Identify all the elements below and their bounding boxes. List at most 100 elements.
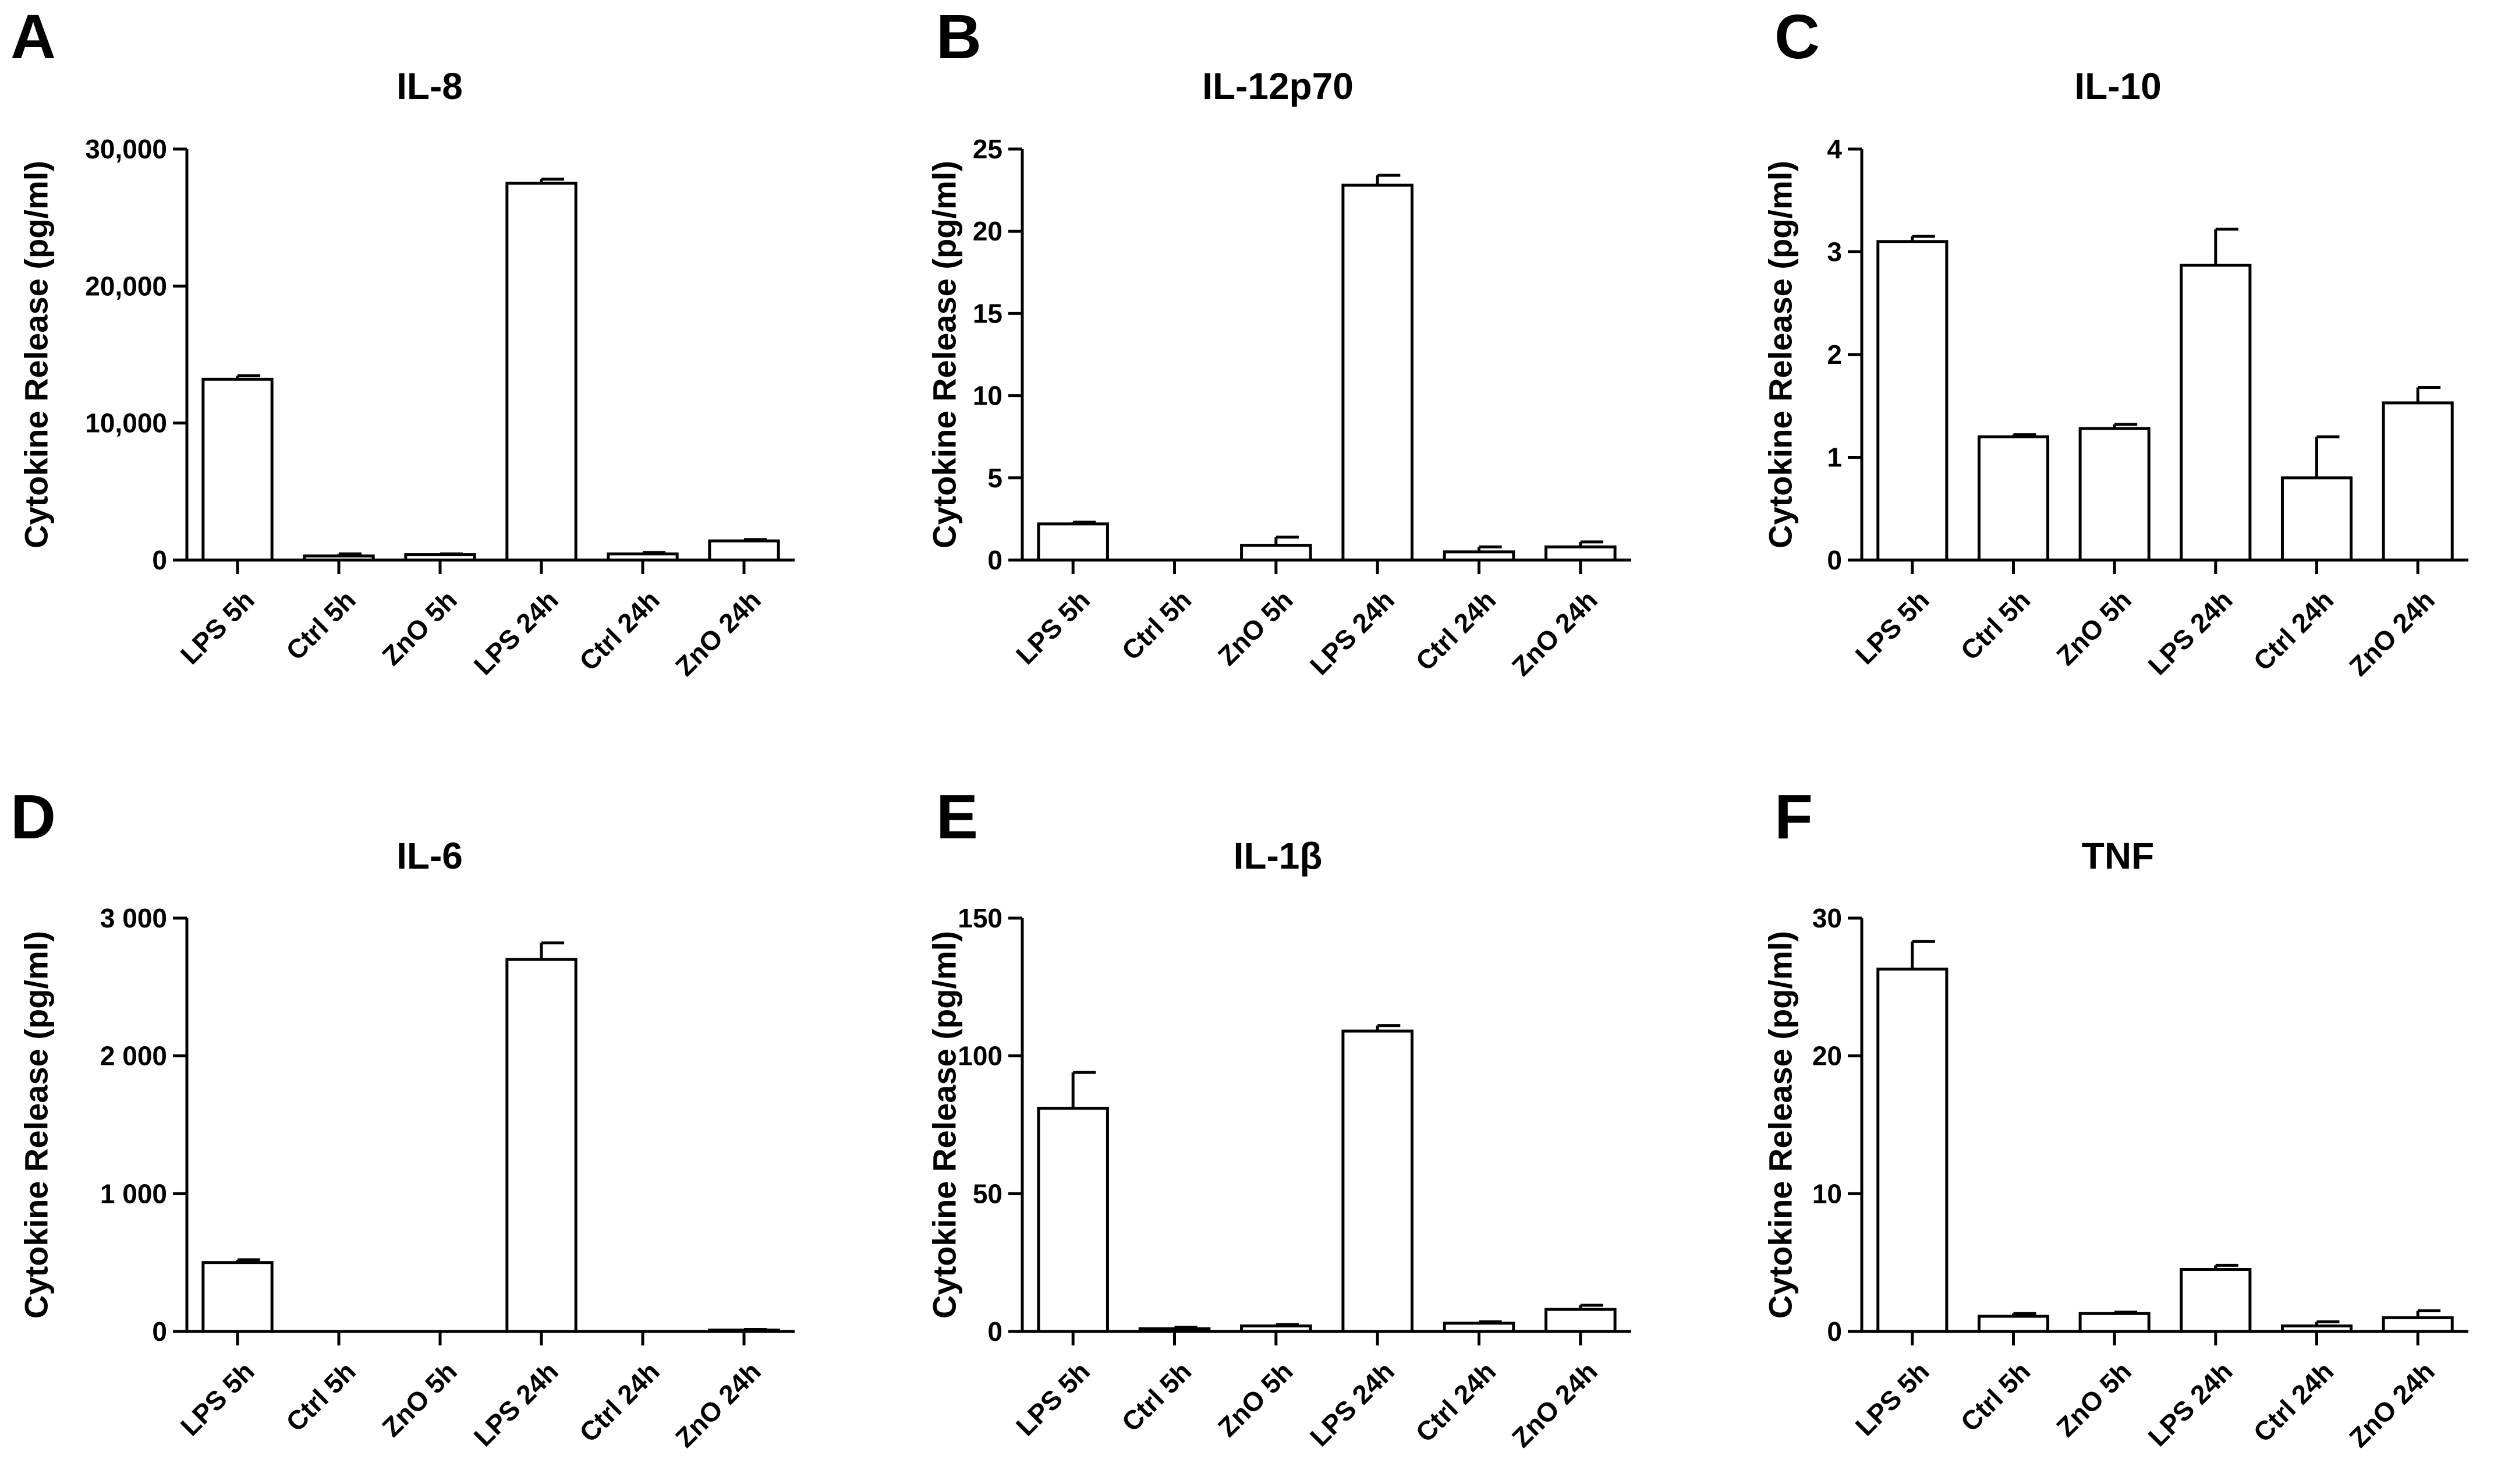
- x-tick-label: LPS 24h: [468, 585, 564, 681]
- x-tick-label: Ctrl 24h: [573, 585, 665, 677]
- x-tick-label: Ctrl 24h: [1409, 585, 1501, 677]
- bar: [1341, 183, 1413, 562]
- panel-letter: B: [936, 1, 982, 72]
- bar: [1240, 544, 1312, 562]
- y-tick-label: 20: [1812, 1041, 1842, 1071]
- chart-panel-e: E IL-1β Cytokine Release (pg/ml) 0 50 100 150 L…: [926, 781, 1631, 1453]
- x-tick-label: LPS 5h: [175, 1356, 260, 1442]
- x-tick-label: LPS 24h: [468, 1356, 564, 1452]
- bar: [2382, 1316, 2454, 1333]
- chart-title: IL-12p70: [1202, 65, 1354, 107]
- y-tick-label: 5: [987, 463, 1002, 493]
- bar: [1240, 1324, 1312, 1333]
- chart-title: IL-6: [396, 835, 463, 877]
- chart-panel-c: C IL-10 Cytokine Release (pg/ml) 0 1 2 3 4 LPS 5…: [1762, 1, 2468, 682]
- x-tick-label: LPS 24h: [2142, 585, 2238, 681]
- y-tick-label: 0: [987, 545, 1002, 575]
- bar: [2382, 401, 2454, 562]
- y-tick-label: 0: [152, 1316, 167, 1347]
- y-tick-label: 3 000: [100, 903, 167, 933]
- y-tick-label: 20: [973, 216, 1002, 246]
- bar: [1037, 522, 1109, 562]
- y-tick-label: 15: [973, 298, 1002, 328]
- x-tick-label: ZnO 5h: [1212, 585, 1299, 671]
- bar: [201, 1261, 274, 1333]
- bar: [2180, 1268, 2252, 1333]
- y-tick-label: 150: [958, 903, 1002, 933]
- y-tick-label: 0: [152, 545, 167, 575]
- x-tick-label: LPS 5h: [175, 585, 260, 670]
- bar: [1037, 1107, 1109, 1333]
- bar: [1977, 1315, 2050, 1333]
- y-axis-label: Cytokine Release (pg/ml): [926, 161, 963, 548]
- bar: [607, 552, 679, 562]
- x-tick-label: Ctrl 24h: [1409, 1356, 1501, 1448]
- y-axis-label: Cytokine Release (pg/ml): [18, 931, 55, 1319]
- bar: [2078, 427, 2151, 562]
- y-tick-label: 4: [1827, 134, 1842, 164]
- bar: [2280, 476, 2353, 562]
- x-tick-label: LPS 24h: [1304, 585, 1400, 681]
- y-axis-label: Cytokine Release (pg/ml): [926, 931, 963, 1319]
- bar: [1341, 1029, 1413, 1333]
- chart-title: IL-1β: [1234, 835, 1323, 877]
- x-tick-label: ZnO 24h: [1506, 585, 1603, 682]
- x-tick-label: ZnO 24h: [2343, 1356, 2440, 1453]
- y-tick-label: 0: [987, 1316, 1002, 1347]
- x-tick-label: Ctrl 5h: [1955, 585, 2036, 666]
- panel-letter: C: [1774, 1, 1820, 72]
- y-tick-label: 10,000: [85, 408, 167, 438]
- x-tick-label: ZnO 5h: [376, 585, 463, 671]
- chart-title: IL-10: [2074, 65, 2161, 107]
- x-tick-label: LPS 24h: [2142, 1356, 2238, 1452]
- panel-letter: A: [10, 1, 56, 72]
- y-tick-label: 1: [1827, 442, 1842, 473]
- bar: [1544, 545, 1617, 562]
- bar: [1876, 240, 1949, 562]
- bar: [1138, 1327, 1211, 1333]
- y-tick-label: 20,000: [85, 271, 167, 301]
- y-tick-label: 30: [1812, 903, 1842, 933]
- x-tick-label: ZnO 24h: [669, 1356, 767, 1453]
- x-tick-label: Ctrl 24h: [2247, 1356, 2339, 1448]
- y-tick-label: 2 000: [100, 1041, 167, 1071]
- x-tick-label: ZnO 5h: [2050, 585, 2137, 671]
- x-tick-label: Ctrl 5h: [1116, 585, 1198, 666]
- chart-title: IL-8: [396, 65, 463, 107]
- x-tick-label: ZnO 5h: [376, 1356, 463, 1443]
- y-tick-label: 3: [1827, 237, 1842, 267]
- chart-panel-d: D IL-6 Cytokine Release (pg/ml) 0 1 000 2 000…: [10, 781, 795, 1453]
- x-tick-label: Ctrl 5h: [1116, 1356, 1198, 1437]
- y-tick-label: 50: [973, 1178, 1002, 1209]
- bar: [1977, 435, 2050, 562]
- chart-panel-a: A IL-8 Cytokine Release (pg/ml) 0 10,000 20,0…: [10, 1, 795, 682]
- x-tick-label: ZnO 5h: [1212, 1356, 1299, 1443]
- bar: [1876, 968, 1949, 1333]
- bar: [505, 958, 578, 1333]
- y-tick-label: 2: [1827, 339, 1842, 370]
- bar: [1443, 1322, 1515, 1333]
- x-tick-label: ZnO 24h: [1506, 1356, 1603, 1453]
- x-tick-label: ZnO 24h: [2343, 585, 2440, 682]
- x-tick-label: LPS 5h: [1850, 585, 1935, 670]
- y-tick-label: 10: [973, 381, 1002, 411]
- y-tick-label: 1 000: [100, 1178, 167, 1209]
- x-tick-label: Ctrl 5h: [1955, 1356, 2036, 1437]
- bar: [2180, 263, 2252, 562]
- y-axis-label: Cytokine Release (pg/ml): [1762, 931, 1799, 1319]
- x-tick-label: Ctrl 5h: [280, 1356, 362, 1437]
- x-tick-label: ZnO 24h: [669, 585, 767, 682]
- bar: [708, 539, 780, 562]
- x-tick-label: LPS 5h: [1010, 1356, 1096, 1442]
- y-axis-label: Cytokine Release (pg/ml): [1762, 161, 1799, 548]
- x-tick-label: LPS 24h: [1304, 1356, 1400, 1452]
- x-tick-label: Ctrl 24h: [2247, 585, 2339, 677]
- y-tick-label: 100: [958, 1041, 1002, 1071]
- y-tick-label: 0: [1827, 545, 1842, 575]
- bar: [303, 554, 375, 562]
- x-tick-label: Ctrl 24h: [573, 1356, 665, 1448]
- bar: [505, 182, 578, 562]
- bar: [2078, 1312, 2151, 1333]
- bar: [2280, 1324, 2353, 1333]
